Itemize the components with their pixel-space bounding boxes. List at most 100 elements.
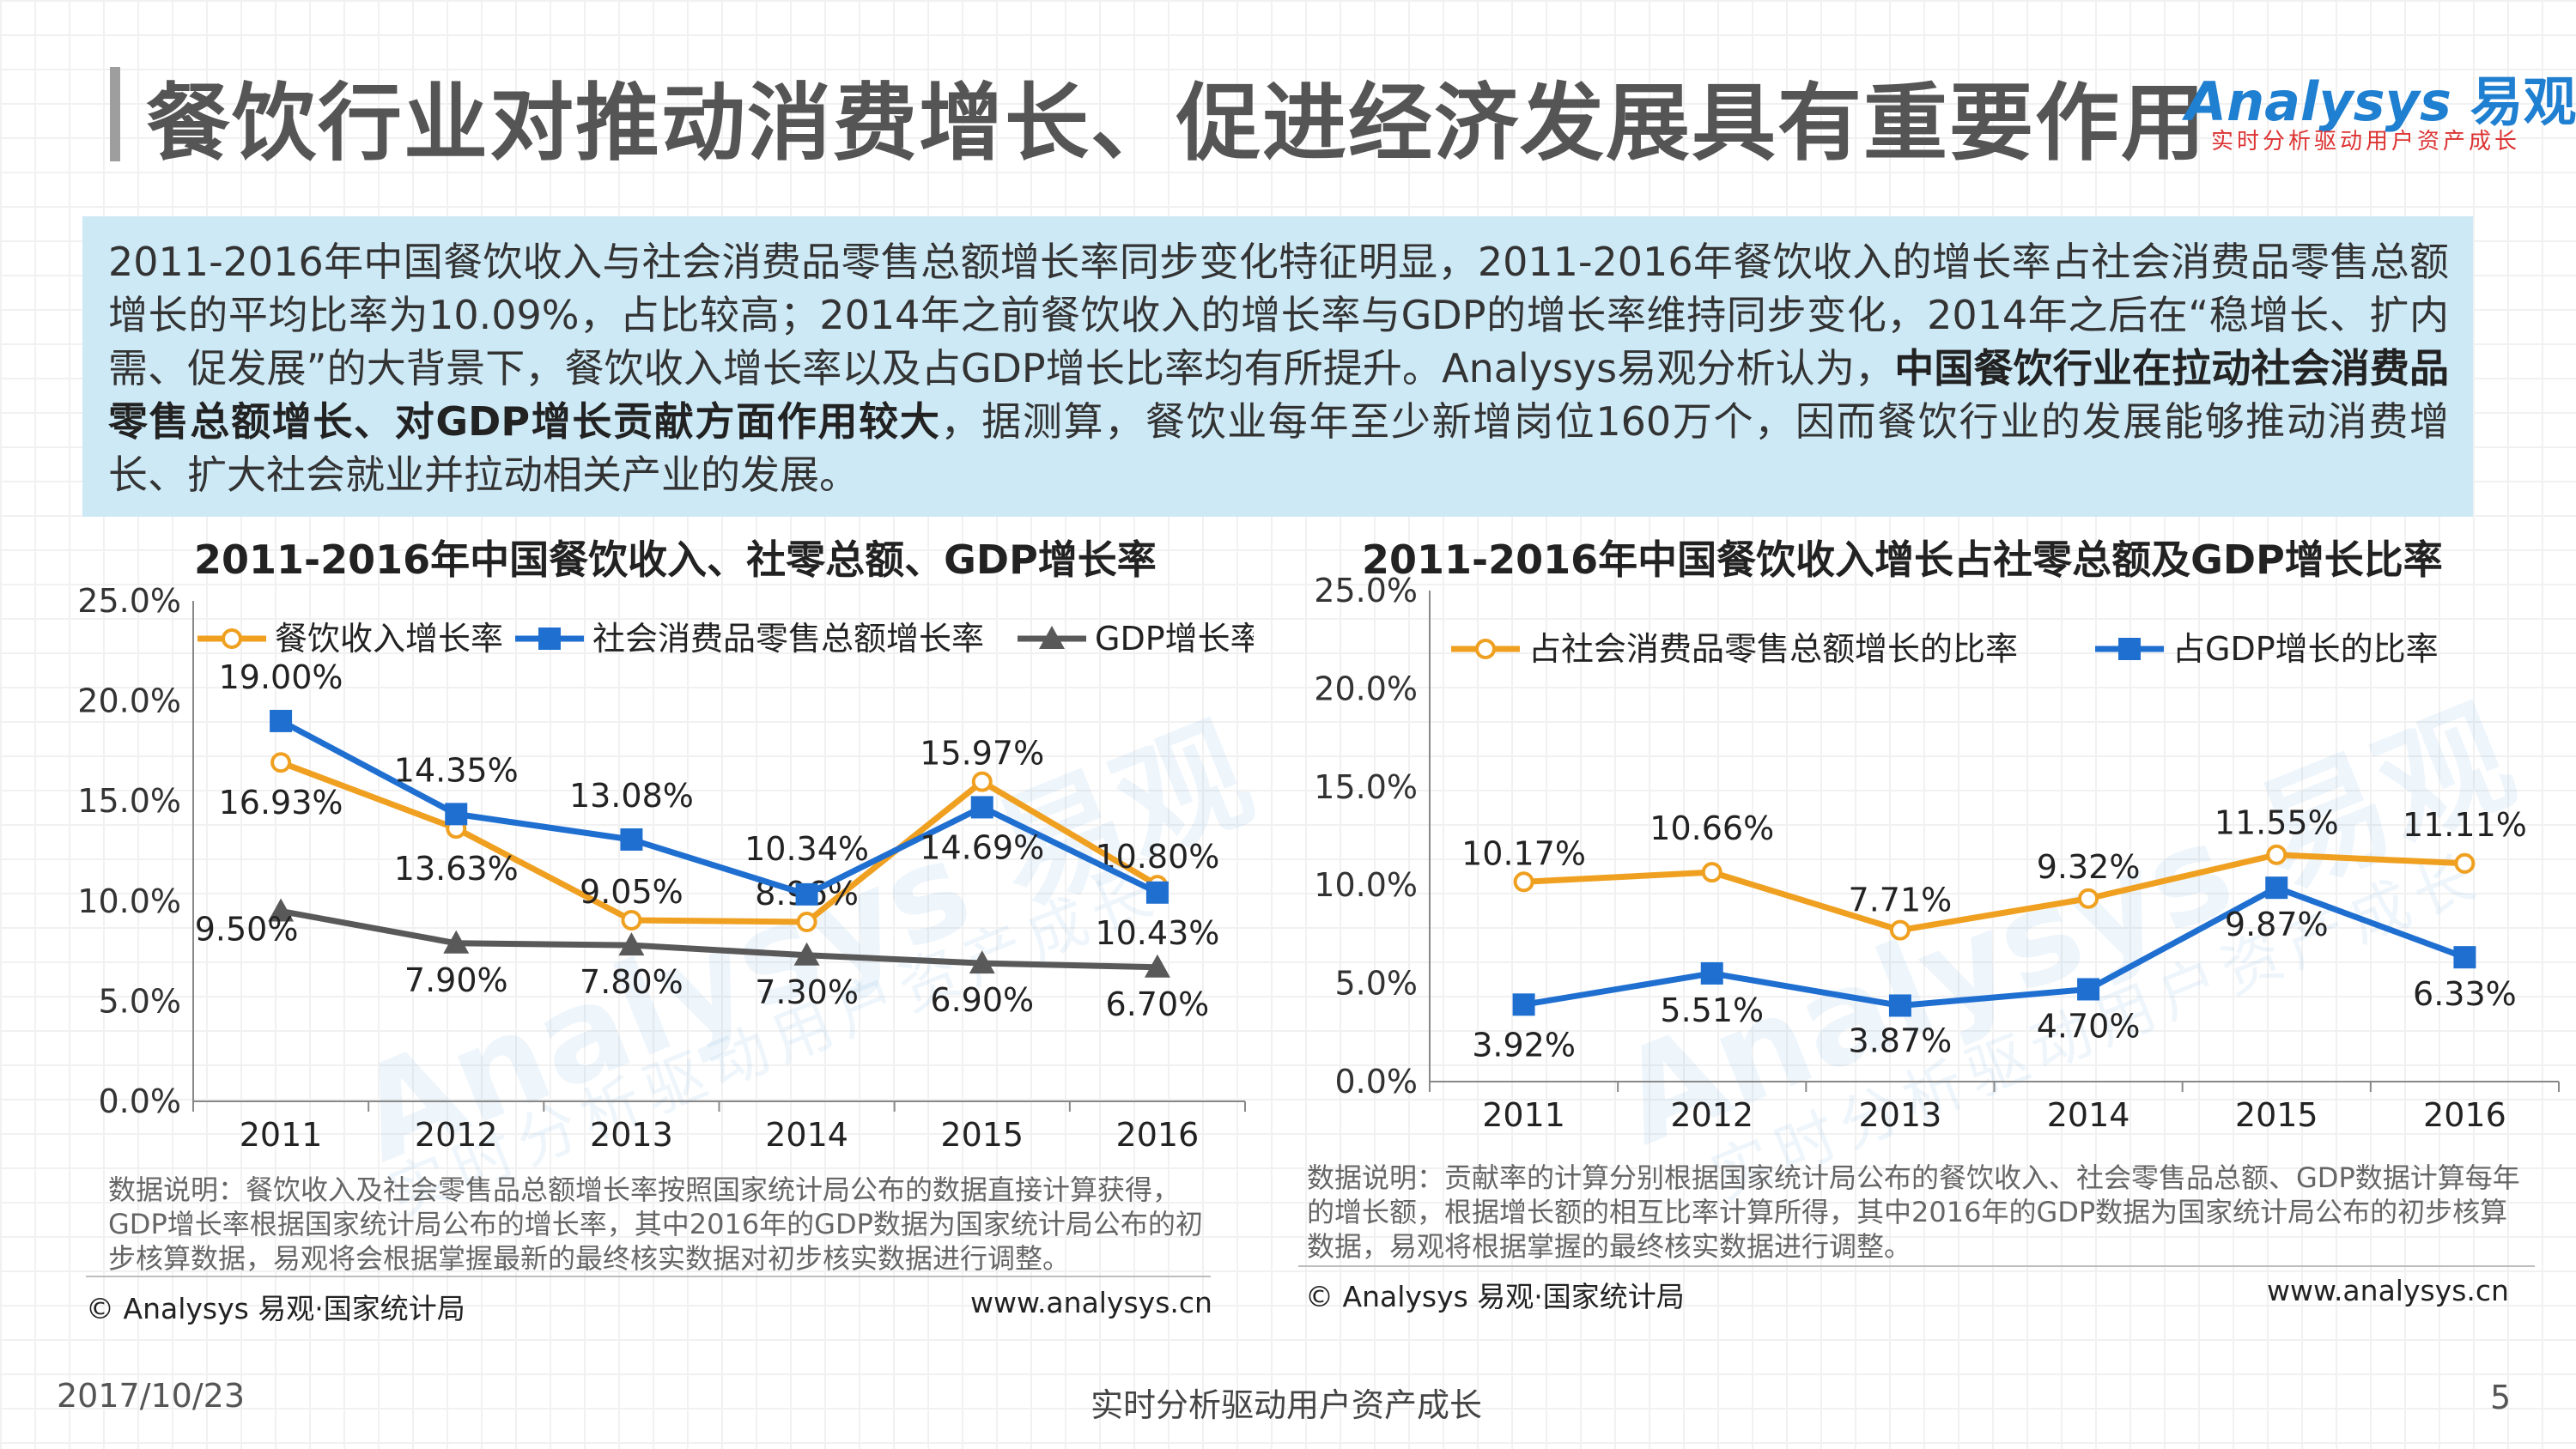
legend-label: 占社会消费品零售总额增长的比率 (1528, 630, 2018, 668)
y-tick-label: 15.0% (1314, 768, 1418, 806)
logo-slogan: 实时分析驱动用户资产成长 (2211, 129, 2521, 155)
data-label: 7.80% (580, 963, 683, 1001)
data-label: 6.70% (1106, 985, 1210, 1023)
data-point (2077, 978, 2100, 1001)
right-chart-note: 数据说明：贡献率的计算分别根据国家统计局公布的餐饮收入、社会零售品总额、GDP数… (1307, 1161, 2520, 1263)
summary-text-before: 2011-2016年中国餐饮收入与社会消费品零售总额增长率同步变化特征明显，20… (108, 239, 2449, 391)
left-chart-title: 2011-2016年中国餐饮收入、社零总额、GDP增长率 (194, 537, 1157, 583)
left-url: www.analysys.cn (970, 1286, 1212, 1319)
right-url: www.analysys.cn (2267, 1274, 2509, 1307)
data-label: 10.34% (744, 830, 869, 868)
data-point (1512, 993, 1535, 1016)
right-chart-title: 2011-2016年中国餐饮收入增长占社零总额及GDP增长比率 (1362, 537, 2443, 583)
x-tick-label: 2014 (765, 1116, 848, 1154)
data-point (445, 803, 468, 826)
data-label: 6.90% (930, 981, 1034, 1019)
data-point (795, 882, 818, 906)
data-label: 7.71% (1849, 882, 1953, 919)
y-tick-label: 20.0% (1314, 670, 1418, 707)
y-tick-label: 10.0% (77, 882, 181, 920)
data-label: 11.55% (2215, 804, 2339, 842)
data-label: 13.08% (569, 777, 694, 815)
x-tick-label: 2015 (940, 1116, 1024, 1154)
data-label: 9.32% (2037, 848, 2141, 886)
legend-label: 餐饮收入增长率 (275, 620, 503, 658)
x-tick-label: 2011 (1482, 1096, 1565, 1134)
data-point (1144, 954, 1170, 978)
x-tick-label: 2013 (590, 1116, 673, 1154)
series-line (279, 718, 1159, 898)
data-label: 10.17% (1461, 834, 1586, 872)
data-point (270, 709, 293, 732)
left-source: © Analysys 易观·国家统计局 (86, 1292, 465, 1325)
legend-label: 占GDP增长的比率 (2172, 630, 2439, 668)
y-tick-label: 5.0% (98, 982, 181, 1020)
legend-marker (1475, 639, 1496, 659)
legend-label: 社会消费品零售总额增长率 (592, 620, 984, 658)
data-label: 10.66% (1649, 809, 1774, 847)
data-point (2266, 844, 2287, 865)
data-point (270, 752, 292, 773)
y-tick-label: 20.0% (77, 682, 181, 720)
x-tick-label: 2016 (2423, 1096, 2506, 1134)
data-point (971, 771, 993, 792)
series-line (1523, 884, 2466, 1009)
footer-slogan: 实时分析驱动用户资产成长 (1091, 1386, 1483, 1424)
data-label: 11.11% (2403, 806, 2527, 844)
data-label: 9.87% (2225, 906, 2329, 943)
data-point (1145, 881, 1169, 904)
data-label: 14.35% (394, 751, 519, 789)
analysys-logo: Analysys 易观 实时分析驱动用户资产成长 (2185, 58, 2576, 161)
y-tick-label: 25.0% (1314, 575, 1418, 609)
data-point (443, 930, 470, 954)
data-label: 15.97% (920, 735, 1044, 773)
summary-box: 2011-2016年中国餐饮收入与社会消费品零售总额增长率同步变化特征明显，20… (82, 216, 2473, 517)
legend-label: GDP增长率 (1095, 620, 1254, 658)
logo-cn-text: 易观 (2470, 70, 2576, 133)
logo-main-text: Analysys (2185, 70, 2451, 133)
data-point (1513, 871, 1534, 893)
data-point (2453, 946, 2476, 969)
page-title: 餐饮行业对推动消费增长、促进经济发展具有重要作用 (146, 75, 2208, 173)
data-label: 4.70% (2037, 1007, 2141, 1045)
data-label: 3.87% (1849, 1022, 1953, 1059)
data-label: 16.93% (219, 784, 343, 822)
x-tick-label: 2013 (1859, 1096, 1942, 1134)
data-point (793, 942, 820, 966)
title-accent-bar (110, 67, 120, 161)
data-point (618, 932, 645, 956)
y-tick-label: 15.0% (77, 782, 181, 820)
data-label: 9.05% (580, 873, 683, 911)
data-point (970, 796, 993, 819)
x-tick-label: 2012 (1670, 1096, 1753, 1134)
x-tick-label: 2014 (2047, 1096, 2130, 1134)
summary-text-bold: 中国餐饮行业在拉动社会消费品零售总额增长、对GDP增长贡献方面作用较大 (108, 345, 2449, 445)
summary-text-after: ，据测算，餐饮业每年至少新增岗位160万个，因而餐饮行业的发展能够推动消费增长、… (108, 398, 2449, 498)
data-label: 3.92% (1472, 1026, 1576, 1064)
data-label: 6.33% (2413, 975, 2517, 1013)
data-label: 13.63% (394, 850, 519, 888)
data-point (2078, 888, 2099, 909)
legend-marker (1039, 626, 1065, 649)
data-point (1700, 961, 1723, 985)
y-tick-label: 5.0% (1334, 965, 1418, 1003)
data-label: 10.43% (1095, 914, 1219, 952)
page-number: 5 (2490, 1379, 2512, 1416)
data-point (1888, 994, 1911, 1017)
data-point (1701, 862, 1722, 883)
legend-marker (222, 628, 242, 649)
x-tick-label: 2012 (415, 1116, 498, 1154)
left-divider (86, 1276, 1211, 1277)
left-chart-note: 数据说明：餐饮收入及社会零售品总额增长率按照国家统计局公布的数据直接计算获得，G… (108, 1173, 1203, 1275)
data-label: 7.30% (755, 973, 859, 1011)
x-tick-label: 2011 (240, 1116, 323, 1154)
x-tick-label: 2016 (1116, 1116, 1200, 1154)
right-line-chart: 0.0% 5.0% 10.0% 15.0% 20.0% 25.0% 2011 2012 2013… (1314, 575, 2560, 1134)
y-tick-label: 0.0% (1334, 1063, 1418, 1100)
y-tick-label: 10.0% (1314, 866, 1418, 904)
series-line (1523, 852, 2465, 934)
data-point (969, 950, 995, 974)
y-tick-label: 25.0% (77, 584, 181, 620)
data-label: 9.50% (195, 910, 299, 948)
logo-wordmark: Analysys 易观 (2185, 58, 2576, 136)
